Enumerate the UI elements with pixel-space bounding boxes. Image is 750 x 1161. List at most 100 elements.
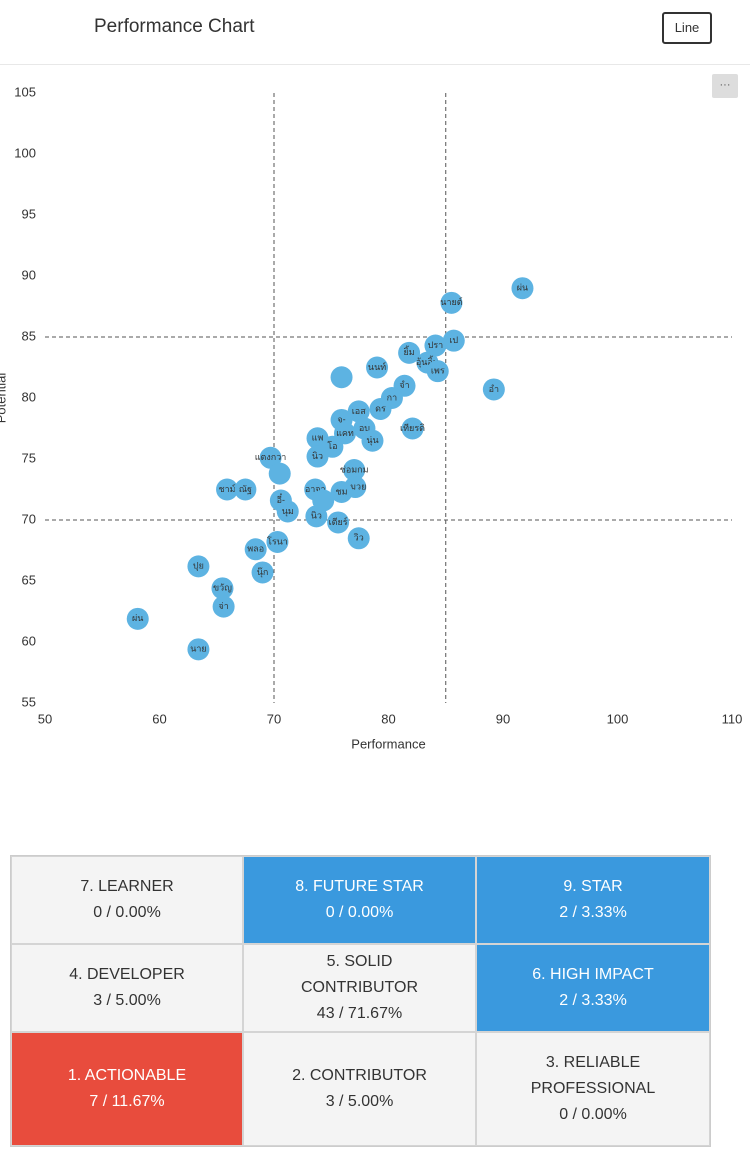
x-tick-label: 60 [152,711,166,726]
grid-cell: 2. CONTRIBUTOR 3 / 5.00% [243,1032,476,1146]
grid-cell: 8. FUTURE STAR 0 / 0.00% [243,856,476,944]
chart: 55 60 65 70 75 80 85 90 95 100 105 50 60 70 80 90 100 110… [0,84,742,751]
cell-title: 8. FUTURE STAR [295,878,424,895]
y-tick-label: 85 [22,328,36,343]
cell-title: 4. DEVELOPER [69,966,185,983]
nine-box-grid: 7. LEARNER 0 / 0.00% 8. FUTURE STAR 0 / 0.0… [10,855,711,1147]
data-point [442,329,465,352]
data-point [212,595,235,618]
data-point [366,356,389,379]
x-tick-label: 50 [38,711,52,726]
point-label: เอส [352,406,366,416]
point-label: อาจา [305,484,326,494]
data-point [327,511,350,534]
cell-count: 2 / 3.33% [559,992,627,1009]
x-tick-label: 70 [267,711,281,726]
header: Performance Chart Line [0,0,750,65]
point-label: อบ [359,423,370,433]
data-point [244,538,267,561]
point-label: นิว [311,511,322,521]
data-point [401,417,424,440]
y-tick-label: 95 [22,206,36,221]
data-point [268,462,291,485]
data-point [126,607,149,630]
point-label: นนท์ [368,361,386,372]
cell-title: 3. RELIABLE PROFESSIONAL [530,1054,656,1097]
point-label: ชาม์ [219,483,236,494]
x-axis-label: Performance [351,736,425,751]
y-tick-label: 100 [14,145,36,160]
cell-title: 5. SOLID CONTRIBUTOR [300,953,419,996]
data-point [347,400,370,423]
point-label: เพร [431,366,445,376]
data-point [343,458,366,481]
point-label: อี๋- [277,492,285,504]
point-label: ช่อมกม [340,464,369,474]
point-label: นาย [190,644,206,654]
data-point [369,397,392,420]
cell-count: 0 / 0.00% [325,904,394,921]
y-tick-label: 70 [22,511,36,526]
data-point [440,291,463,314]
point-label: ผ่น [132,613,143,623]
data-point [266,530,289,553]
cell-count: 7 / 11.67% [89,1093,165,1110]
point-label: นุม [282,506,294,517]
y-tick-label: 105 [14,84,36,99]
point-label: แพ [312,433,324,443]
grid-cell: 9. STAR 2 / 3.33% [476,856,710,944]
data-point [424,334,447,357]
point-label: ขวัญ [213,583,232,593]
y-tick-label: 60 [22,633,36,648]
data-point [276,500,299,523]
data-point [251,561,274,584]
data-point [330,480,353,503]
cell-count: 43 / 71.67% [316,1005,403,1022]
x-tick-label: 100 [607,711,629,726]
data-point [347,527,370,550]
data-point [398,341,421,364]
point-label: แคท [336,428,354,438]
data-point [187,555,210,578]
point-label: จ่า [218,601,228,611]
point-label: เทียรติ [400,423,425,433]
cell-count: 2 / 3.33% [559,904,627,921]
data-point [211,577,234,600]
point-label: ปุย [193,561,204,572]
point-label: แตงกวา [255,452,287,462]
point-label: โรนา [267,536,288,546]
data-point [187,638,210,661]
cell-count: 0 / 0.00% [93,904,161,921]
data-point [482,378,505,401]
cell-count: 3 / 5.00% [93,992,161,1009]
point-label: จ- [337,414,345,424]
grid-cell: 4. DEVELOPER 3 / 5.00% [11,944,243,1032]
data-point [306,445,329,468]
grid-cell: 7. LEARNER 0 / 0.00% [11,856,243,944]
point-label: ณัฐ [239,484,252,495]
point-label: อำ [489,384,499,394]
point-label: เป [449,335,458,345]
data-point [312,489,335,512]
point-label: ผ่น [517,283,528,293]
chart-type-button[interactable]: Line [662,12,712,44]
point-label: นุ่น [366,435,378,446]
cell-title: 1. ACTIONABLE [67,1067,187,1084]
grid-cell: 1. ACTIONABLE 7 / 11.67% [11,1032,243,1146]
grid-cell: 5. SOLID CONTRIBUTOR 43 / 71.67% [243,944,476,1032]
cell-title: 7. LEARNER [80,878,174,895]
point-label: เตียร์ [329,516,348,527]
point-label: นายต์ [440,296,462,307]
data-point [361,429,384,452]
grid-cell: 3. RELIABLE PROFESSIONAL 0 / 0.00% [476,1032,710,1146]
x-tick-label: 80 [381,711,395,726]
data-point [426,360,449,383]
cell-title: 2. CONTRIBUTOR [292,1067,427,1084]
cell-count: 0 / 0.00% [559,1106,627,1123]
cell-count: 3 / 5.00% [325,1093,394,1110]
page-title: Performance Chart [94,16,255,37]
x-tick-label: 90 [496,711,510,726]
y-axis-label: Potential [0,373,8,424]
point-label: พลอ [247,544,264,554]
chart-menu-button[interactable]: ··· [712,74,738,98]
